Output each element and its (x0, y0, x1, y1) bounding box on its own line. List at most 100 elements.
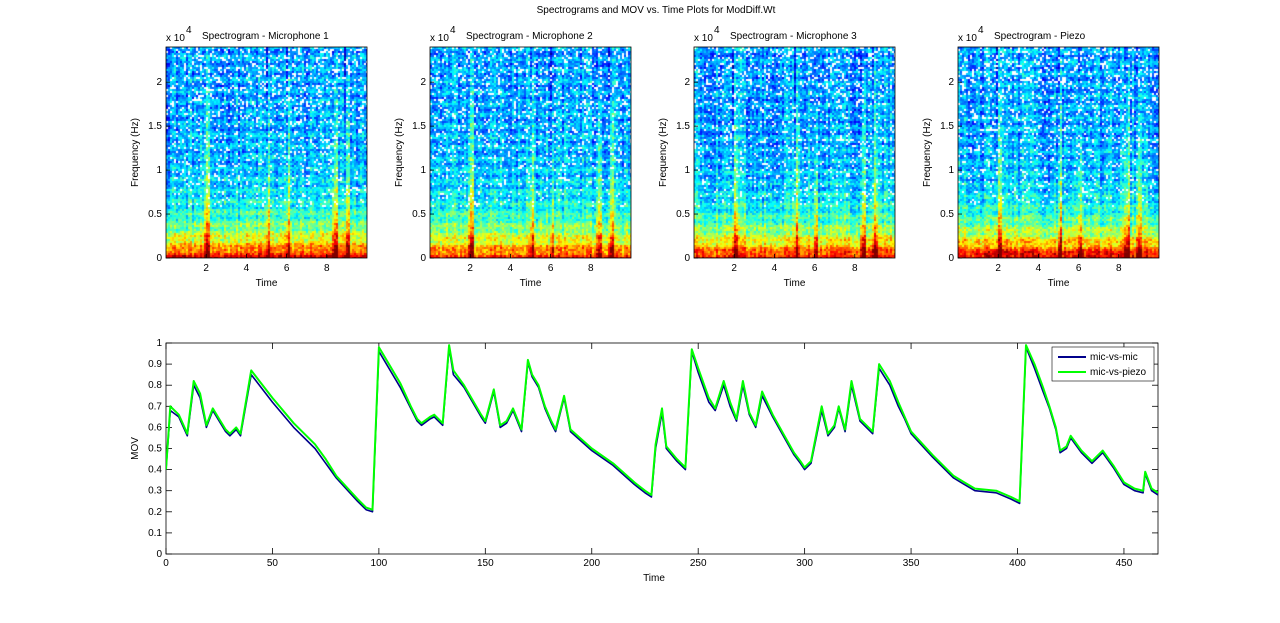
x-axis-label: Time (1048, 278, 1070, 289)
x-tick-label: 2 (995, 263, 1001, 274)
spectrogram-panel: Spectrogram - Microphone 3x 10400.511.52… (658, 25, 896, 289)
y-tick-label: 0.5 (412, 209, 426, 220)
legend-label: mic-vs-piezo (1090, 367, 1147, 378)
y-tick-label: 1.5 (940, 121, 954, 132)
axis-multiplier: x 10 (694, 33, 713, 44)
y-tick-label: 0.5 (148, 444, 162, 455)
y-tick-label: 1 (156, 165, 162, 176)
spectrogram-image (958, 47, 1159, 258)
legend-label: mic-vs-mic (1090, 352, 1138, 363)
y-tick-label: 0 (684, 253, 690, 264)
x-tick-label: 4 (1036, 263, 1042, 274)
y-tick-label: 0.6 (148, 422, 162, 433)
spectrogram-image (166, 47, 367, 258)
spectrogram-image (694, 47, 895, 258)
x-tick-label: 6 (284, 263, 290, 274)
y-tick-label: 2 (684, 77, 690, 88)
y-tick-label: 0.1 (148, 528, 162, 539)
plot-frame (693, 46, 896, 259)
y-tick-label: 1 (420, 165, 426, 176)
y-tick-label: 0.3 (148, 486, 162, 497)
axis-multiplier: x 10 (958, 33, 977, 44)
x-tick-label: 2 (203, 263, 209, 274)
y-tick-label: 0.8 (148, 380, 162, 391)
x-tick-label: 8 (324, 263, 330, 274)
x-axis-label: Time (784, 278, 806, 289)
x-tick-label: 400 (1009, 558, 1026, 569)
y-tick-label: 2 (420, 77, 426, 88)
axis-multiplier: x 10 (430, 33, 449, 44)
x-tick-label: 8 (852, 263, 858, 274)
spectrogram-panel: Spectrogram - Microphone 1x 10400.511.52… (130, 25, 368, 289)
x-tick-label: 8 (1116, 263, 1122, 274)
x-tick-label: 450 (1116, 558, 1133, 569)
x-tick-label: 4 (508, 263, 514, 274)
x-tick-label: 300 (796, 558, 813, 569)
y-tick-label: 1.5 (148, 121, 162, 132)
y-axis-label: Frequency (Hz) (394, 118, 405, 187)
series-line-mic-vs-mic (166, 346, 1158, 513)
y-tick-label: 2 (948, 77, 954, 88)
series-line-mic-vs-piezo (166, 344, 1158, 511)
x-tick-label: 8 (588, 263, 594, 274)
y-axis-label: Frequency (Hz) (130, 118, 141, 187)
y-axis-label: Frequency (Hz) (922, 118, 933, 187)
x-axis-label: Time (643, 573, 665, 584)
legend-box (1051, 346, 1155, 382)
axis-exponent: 4 (186, 25, 192, 36)
x-tick-label: 2 (467, 263, 473, 274)
spectrogram-panels: Spectrogram - Microphone 1x 10400.511.52… (130, 25, 1160, 289)
y-tick-label: 0.4 (148, 465, 162, 476)
axis-exponent: 4 (714, 25, 720, 36)
x-tick-label: 6 (548, 263, 554, 274)
y-axis-label: Frequency (Hz) (658, 118, 669, 187)
x-tick-label: 250 (690, 558, 707, 569)
y-tick-label: 1 (684, 165, 690, 176)
x-axis-label: Time (256, 278, 278, 289)
panel-title: Spectrogram - Microphone 2 (466, 31, 593, 42)
y-axis-label: MOV (130, 437, 141, 460)
y-tick-label: 0.5 (940, 209, 954, 220)
y-tick-label: 0 (156, 253, 162, 264)
figure-title: Spectrograms and MOV vs. Time Plots for … (537, 5, 776, 16)
axis-multiplier: x 10 (166, 33, 185, 44)
spectrogram-image (430, 47, 631, 258)
axis-exponent: 4 (978, 25, 984, 36)
x-tick-label: 150 (477, 558, 494, 569)
y-tick-label: 2 (156, 77, 162, 88)
x-tick-label: 200 (583, 558, 600, 569)
y-tick-label: 0 (156, 549, 162, 560)
x-tick-label: 2 (731, 263, 737, 274)
x-tick-label: 6 (812, 263, 818, 274)
panel-title: Spectrogram - Microphone 3 (730, 31, 857, 42)
x-tick-label: 4 (772, 263, 778, 274)
y-tick-label: 0.5 (148, 209, 162, 220)
y-tick-label: 0.5 (676, 209, 690, 220)
x-tick-label: 0 (163, 558, 169, 569)
plot-frame (429, 46, 632, 259)
y-tick-label: 0 (948, 253, 954, 264)
y-tick-label: 0.9 (148, 359, 162, 370)
x-tick-label: 4 (244, 263, 250, 274)
plot-area (165, 342, 1159, 555)
axis-exponent: 4 (450, 25, 456, 36)
panel-title: Spectrogram - Piezo (994, 31, 1086, 42)
x-tick-label: 100 (371, 558, 388, 569)
x-axis-label: Time (520, 278, 542, 289)
y-tick-label: 0 (420, 253, 426, 264)
x-tick-label: 50 (267, 558, 279, 569)
plot-frame (165, 46, 368, 259)
y-tick-label: 0.7 (148, 401, 162, 412)
legend: mic-vs-mic mic-vs-piezo (1051, 346, 1155, 382)
panel-title: Spectrogram - Microphone 1 (202, 31, 329, 42)
x-tick-label: 350 (903, 558, 920, 569)
y-tick-label: 1 (948, 165, 954, 176)
y-tick-label: 0.2 (148, 507, 162, 518)
y-tick-label: 1 (156, 338, 162, 349)
y-tick-label: 1.5 (676, 121, 690, 132)
spectrogram-panel: Spectrogram - Microphone 2x 10400.511.52… (394, 25, 632, 289)
series-lines (166, 344, 1158, 513)
mov-chart: 0 0.1 0.2 0.3 0.4 0.5 0.6 0.7 0.8 0.9 1 0 50 100 150 20… (130, 338, 1159, 584)
